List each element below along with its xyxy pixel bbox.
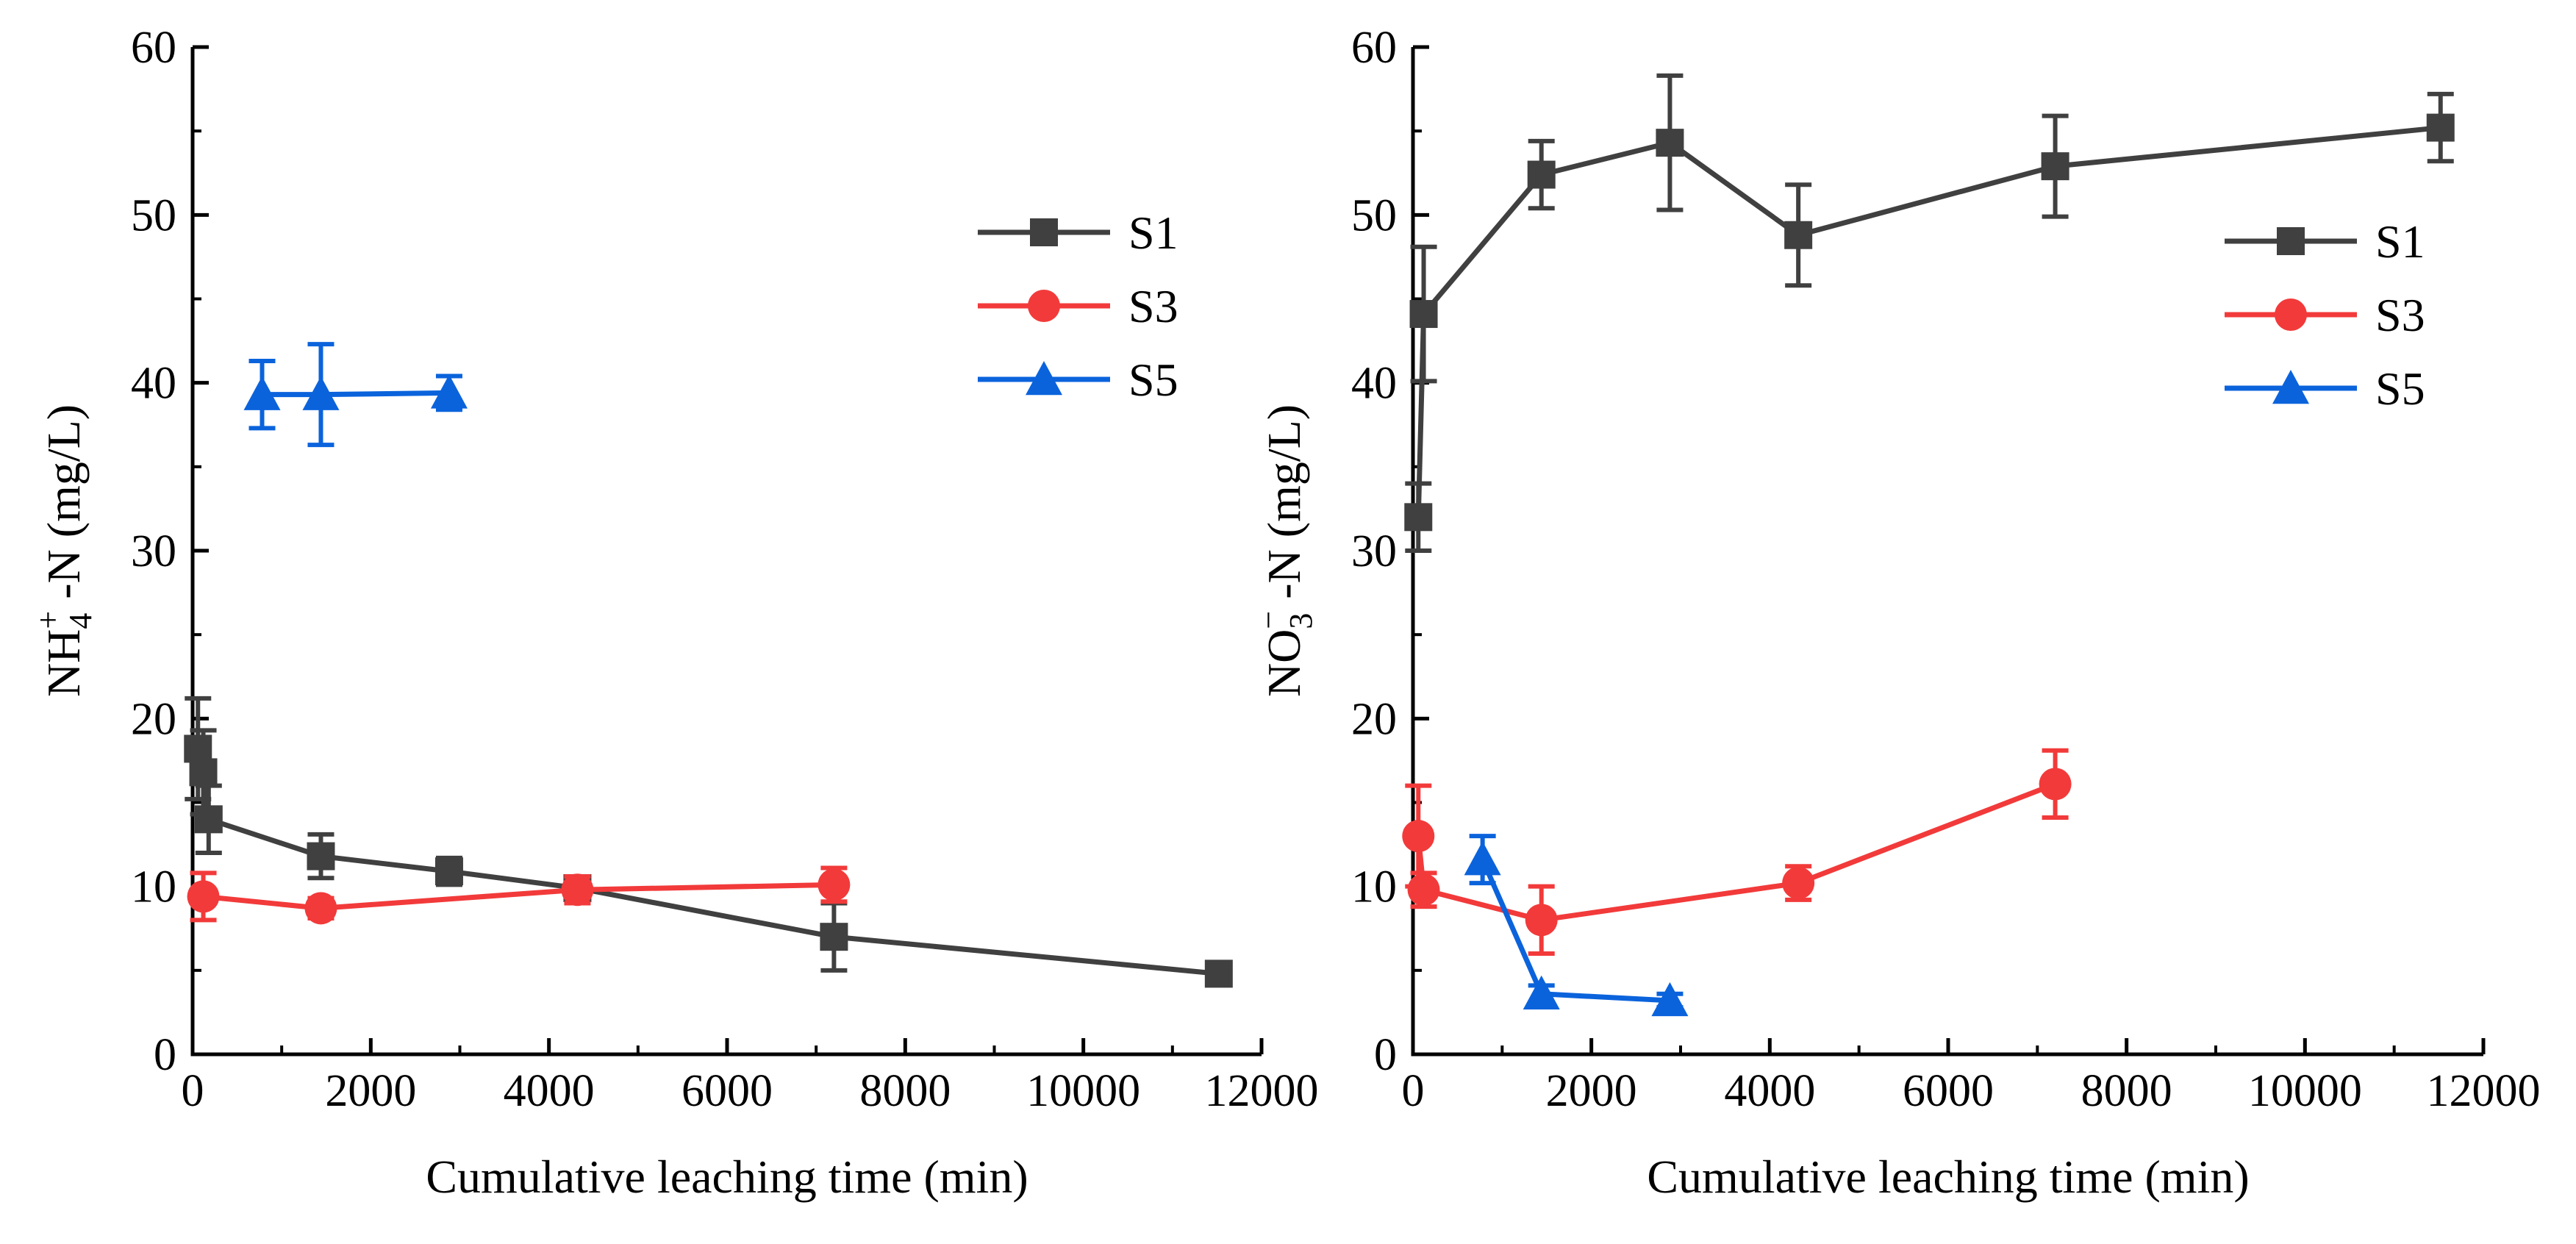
x-tick-label: 6000: [681, 1066, 773, 1116]
series-line-s1: [195, 748, 1220, 976]
data-point-s3: [561, 873, 594, 907]
y-tick-label: 60: [131, 23, 176, 73]
y-axis-title: NH4+ -N (mg/L): [30, 404, 99, 697]
data-point-s1: [1409, 300, 1438, 329]
data-point-s3: [187, 880, 220, 913]
y-axis-title-part: NH: [37, 629, 90, 697]
x-tick-label: 2000: [1546, 1066, 1637, 1116]
legend-label-s5: S5: [1128, 354, 1178, 406]
y-tick-label: 60: [1351, 23, 1397, 73]
y-axis-title-part: -N (mg/L): [37, 404, 90, 611]
y-tick-label: 10: [1351, 862, 1397, 912]
data-point-s1: [189, 758, 218, 787]
series-s5: [243, 342, 468, 448]
data-point-s3: [1782, 867, 1815, 900]
data-point-s5: [1651, 982, 1689, 1017]
y-axis-title-part: 4: [62, 613, 99, 629]
data-point-s5: [302, 376, 340, 410]
series-s3: [1402, 748, 2072, 956]
x-tick-label: 0: [182, 1066, 204, 1116]
legend-label-s1: S1: [2375, 215, 2425, 268]
x-tick-label: 6000: [1903, 1066, 1994, 1116]
legend-label-s5: S5: [2375, 362, 2425, 415]
legend-marker-s3: [2275, 299, 2307, 331]
x-axis-title: Cumulative leaching time (min): [426, 1151, 1028, 1203]
series-s3: [187, 865, 851, 925]
y-axis-title-part: -N (mg/L): [1258, 404, 1310, 611]
y-axis-title: NO3− -N (mg/L): [1251, 404, 1319, 697]
y-tick-label: 40: [131, 359, 176, 409]
legend-marker-s1: [1030, 218, 1058, 246]
y-tick-label: 50: [1351, 190, 1397, 240]
data-point-s5: [1464, 841, 1501, 876]
data-point-s1: [1204, 959, 1233, 988]
chart-nh4: 0 10 20 30 40 50 60 0 2000 4000 6000 8000 10000 12000…: [30, 23, 1319, 1203]
x-axis-title: Cumulative leaching time (min): [1647, 1151, 2249, 1203]
data-point-s1: [1404, 503, 1433, 532]
y-tick-label: 20: [1351, 694, 1397, 744]
data-point-s5: [1523, 975, 1560, 1010]
x-tick-label: 4000: [1724, 1066, 1815, 1116]
data-point-s1: [820, 923, 848, 951]
series-s5: [1464, 834, 1689, 1017]
legend-label-s3: S3: [1128, 280, 1178, 332]
y-tick-label: 40: [1351, 359, 1397, 409]
legend-marker-s1: [2277, 227, 2305, 255]
y-tick-label: 20: [131, 694, 176, 744]
data-point-s1: [307, 842, 335, 871]
data-point-s3: [304, 892, 337, 925]
data-point-s3: [817, 868, 851, 901]
legend-marker-s3: [1028, 290, 1060, 322]
legend-label-s1: S1: [1128, 207, 1178, 259]
series-line-s3: [1415, 782, 2056, 923]
data-point-s1: [184, 734, 212, 763]
data-point-s1: [194, 805, 223, 834]
data-point-s1: [2041, 152, 2069, 181]
chart-no3: 0 10 20 30 40 50 60 0 2000 4000 6000 8000 10000 12000…: [1251, 23, 2541, 1203]
legend-marker-s5: [2272, 370, 2309, 404]
data-point-s5: [430, 374, 468, 409]
series-s1: [184, 696, 1233, 988]
y-axis-title-part: −: [1251, 611, 1287, 629]
x-tick-label: 8000: [859, 1066, 951, 1116]
data-point-s1: [2426, 113, 2455, 142]
series-s1: [1404, 73, 2455, 553]
y-axis-title-part: NO: [1258, 629, 1310, 697]
x-tick-label: 12000: [2427, 1066, 2541, 1116]
data-point-s1: [1656, 129, 1684, 157]
y-tick-label: 30: [131, 526, 176, 576]
x-tick-label: 10000: [1026, 1066, 1140, 1116]
x-tick-label: 12000: [1205, 1066, 1319, 1116]
series-line-s5: [262, 390, 450, 398]
x-tick-label: 0: [1402, 1066, 1425, 1116]
legend-marker-s5: [1026, 361, 1062, 396]
y-tick-label: 10: [131, 862, 176, 912]
y-axis-title-part: 3: [1283, 613, 1319, 629]
y-axis-title-part: +: [30, 611, 66, 629]
data-point-s3: [2039, 768, 2072, 801]
series-line-s3: [203, 882, 834, 911]
data-point-s3: [1525, 904, 1558, 937]
data-point-s5: [243, 376, 281, 410]
series-line-s5: [1480, 858, 1670, 1004]
y-tick-label: 30: [1351, 526, 1397, 576]
data-point-s1: [1527, 160, 1556, 189]
y-tick-label: 0: [154, 1030, 176, 1080]
x-tick-label: 4000: [504, 1066, 595, 1116]
x-tick-label: 10000: [2248, 1066, 2362, 1116]
data-point-s3: [1407, 873, 1440, 907]
y-tick-label: 50: [131, 190, 176, 240]
x-tick-label: 8000: [2081, 1066, 2172, 1116]
data-point-s1: [1784, 221, 1813, 249]
y-tick-label: 0: [1374, 1030, 1397, 1080]
legend-label-s3: S3: [2375, 289, 2425, 341]
data-point-s3: [1402, 820, 1435, 853]
x-tick-label: 2000: [325, 1066, 416, 1116]
data-point-s1: [434, 857, 463, 886]
